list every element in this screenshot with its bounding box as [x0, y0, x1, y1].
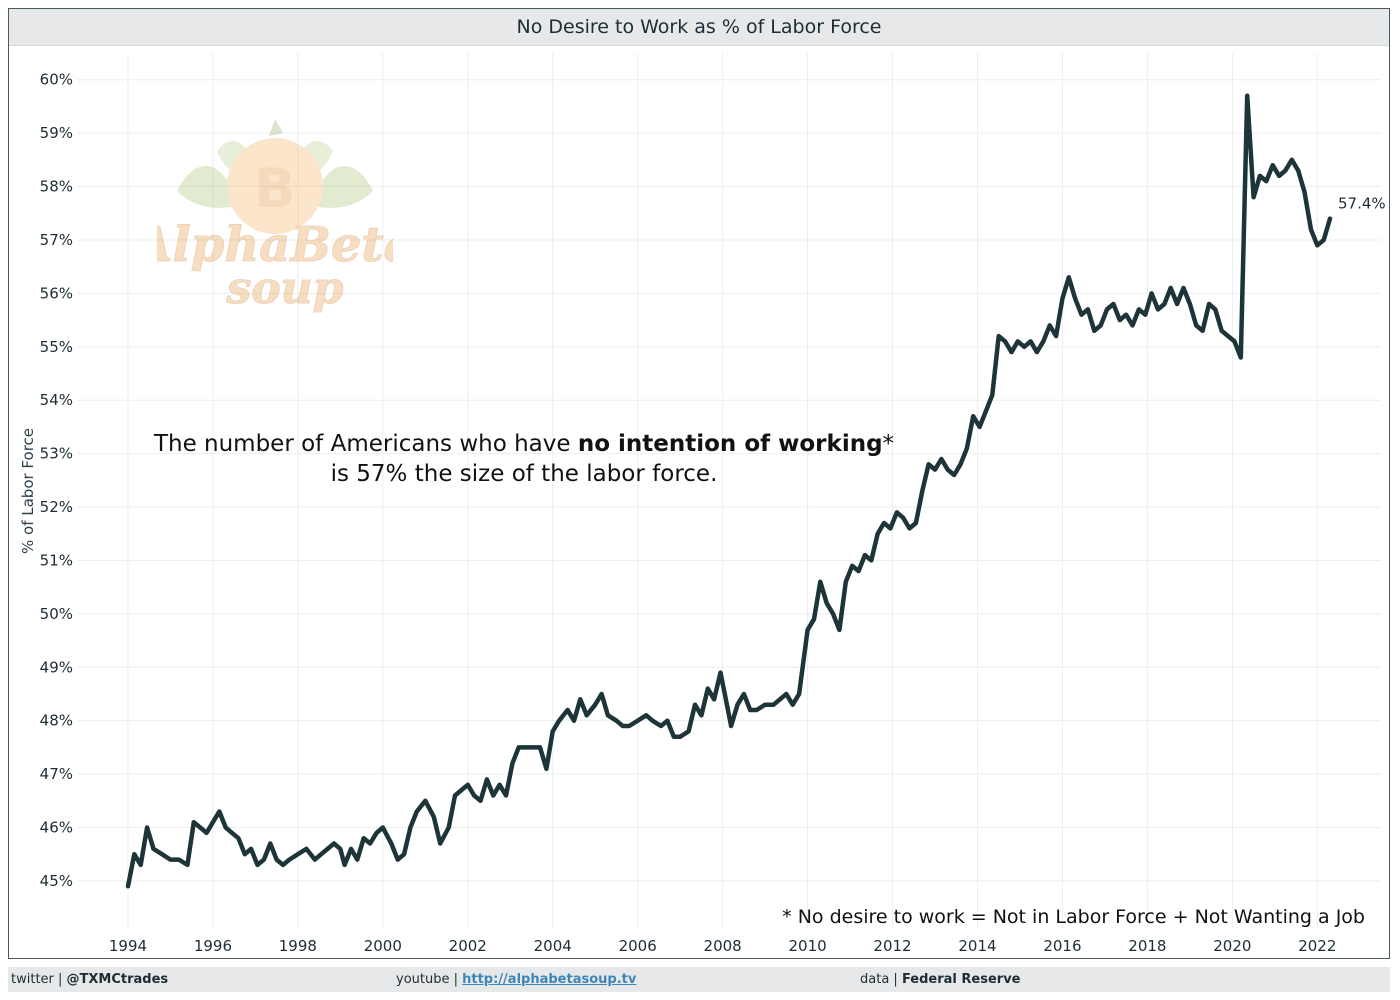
leaf-icon — [177, 141, 373, 208]
y-tick-label: 45% — [40, 872, 73, 890]
footer-bar: twitter | @TXMCtrades youtube | http://a… — [8, 967, 1390, 992]
x-tick-label: 2018 — [1128, 937, 1166, 955]
y-tick-label: 59% — [40, 124, 73, 142]
annotation-line2: is 57% the size of the labor force. — [330, 461, 718, 487]
logo-text-line1: AlphaBeta — [157, 217, 393, 273]
x-tick-label: 2020 — [1213, 937, 1251, 955]
x-tick-label: 2008 — [704, 937, 742, 955]
x-tick-label: 1996 — [194, 937, 232, 955]
twitter-handle[interactable]: @TXMCtrades — [66, 972, 169, 987]
y-tick-label: 47% — [40, 765, 73, 783]
youtube-label: youtube | — [396, 972, 463, 987]
x-tick-label: 1994 — [109, 937, 147, 955]
y-tick-label: 54% — [40, 391, 73, 409]
y-tick-label: 58% — [40, 178, 73, 196]
y-tick-label: 55% — [40, 338, 73, 356]
coin-symbol: B — [254, 157, 295, 220]
chart-annotation: The number of Americans who have no inte… — [109, 429, 939, 489]
y-tick-label: 56% — [40, 284, 73, 302]
x-tick-label: 2016 — [1043, 937, 1081, 955]
annotation-bold: no intention of working — [577, 431, 883, 457]
y-tick-label: 46% — [40, 819, 73, 837]
x-tick-label: 2014 — [958, 937, 996, 955]
y-tick-label: 50% — [40, 605, 73, 623]
y-tick-label: 53% — [40, 445, 73, 463]
x-tick-label: 2006 — [619, 937, 657, 955]
footer-data-source: data | Federal Reserve — [860, 972, 1020, 987]
y-tick-label: 49% — [40, 658, 73, 676]
annotation-prefix: The number of Americans who have — [153, 431, 578, 457]
x-tick-label: 2022 — [1298, 937, 1336, 955]
y-axis-label: % of Labor Force — [19, 428, 37, 554]
alphabetasoup-logo: B AlphaBeta soup — [157, 119, 393, 315]
data-source: Federal Reserve — [901, 972, 1021, 987]
x-tick-label: 2010 — [788, 937, 826, 955]
chart-frame: No Desire to Work as % of Labor Force 45… — [8, 8, 1390, 959]
x-tick-label: 2012 — [873, 937, 911, 955]
y-tick-label: 51% — [40, 551, 73, 569]
x-tick-label: 2004 — [534, 937, 572, 955]
x-tick-label: 1998 — [279, 937, 317, 955]
x-tick-label: 2002 — [449, 937, 487, 955]
chart-title: No Desire to Work as % of Labor Force — [9, 9, 1389, 46]
last-value-label: 57.4% — [1338, 195, 1386, 213]
footer-twitter: twitter | @TXMCtrades — [11, 972, 168, 987]
y-tick-label: 48% — [40, 712, 73, 730]
coin-icon: B — [227, 119, 323, 234]
logo-text-line2: soup — [226, 263, 344, 314]
y-tick-label: 57% — [40, 231, 73, 249]
footer-youtube: youtube | http://alphabetasoup.tv — [396, 972, 636, 987]
chart-plot: 45% 46% 47% 48% 49% 50% 51% 52% 53% 54% 55% 56% 57% 5… — [19, 53, 1386, 955]
annotation-suffix: * — [882, 431, 895, 457]
data-label: data | — [860, 972, 902, 987]
series-line — [125, 93, 1333, 889]
y-tick-label: 52% — [40, 498, 73, 516]
footnote: * No desire to work = Not in Labor Force… — [782, 906, 1365, 928]
twitter-label: twitter | — [11, 972, 67, 987]
youtube-link[interactable]: http://alphabetasoup.tv — [462, 972, 637, 987]
x-tick-label: 2000 — [364, 937, 402, 955]
y-tick-label: 60% — [40, 71, 73, 89]
